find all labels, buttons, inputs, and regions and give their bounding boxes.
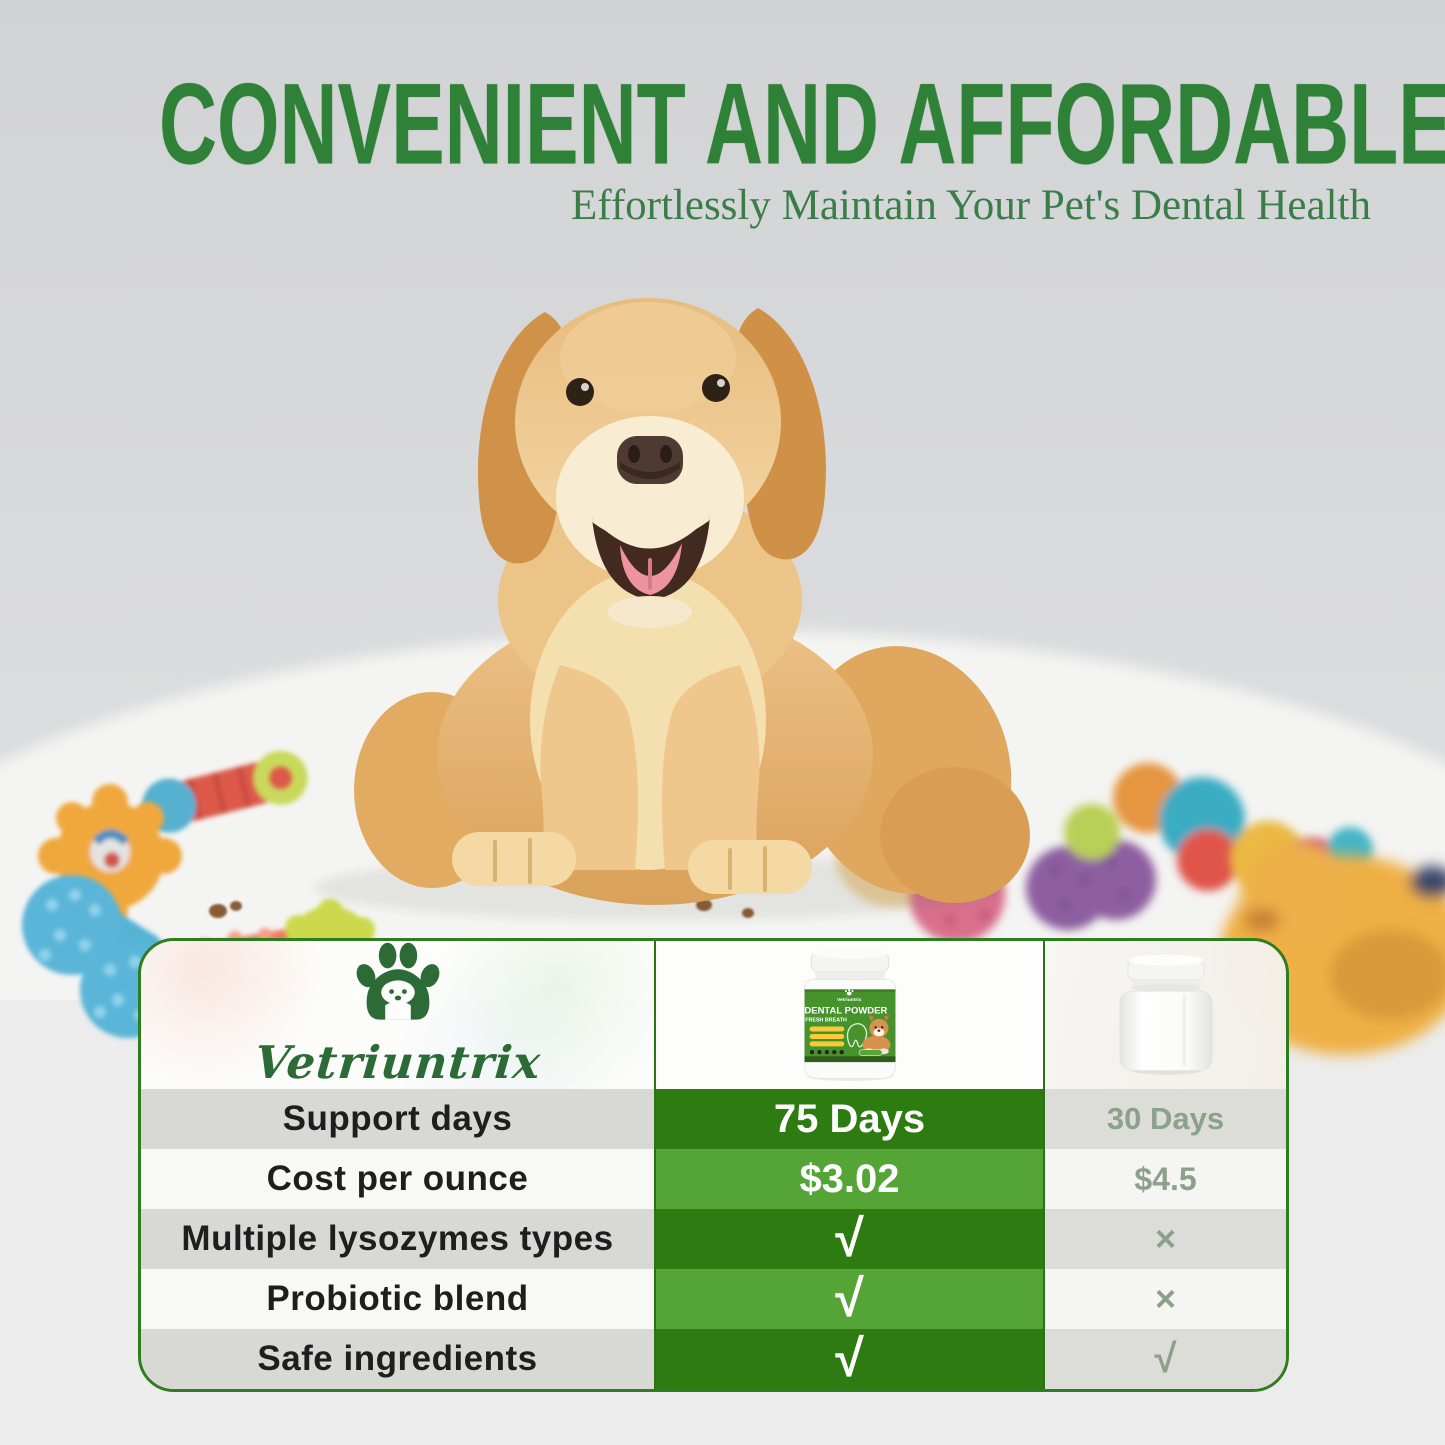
product-header-cell: Vetriuntrix DENTAL POWDER FRESH BREATH (654, 941, 1045, 1089)
brand-header-cell: Vetriuntrix (141, 941, 654, 1089)
product-jar-image: Vetriuntrix DENTAL POWDER FRESH BREATH (803, 947, 896, 1082)
dog-front-leg-right (661, 665, 760, 870)
dog-forehead (560, 302, 736, 414)
our-value: √ (654, 1329, 1045, 1389)
jar-brand-text: Vetriuntrix (836, 997, 861, 1003)
page-title: CONVENIENT AND AFFORDABLE (158, 59, 1445, 189)
check-mark: √ (835, 1270, 864, 1328)
brand-name: Vetriuntrix (252, 1035, 543, 1089)
check-mark: √ (835, 1330, 864, 1388)
row-label: Cost per ounce (141, 1149, 654, 1209)
comparison-table: Vetriuntrix Vetriuntrix DENTAL POWDER FR… (138, 938, 1289, 1392)
toy-ball-red (1177, 829, 1239, 891)
jar-tagline-text: FRESH BREATH (805, 1018, 847, 1024)
jar-feature-icons (809, 1050, 844, 1055)
dog-chin (608, 596, 692, 628)
page-subtitle: Effortlessly Maintain Your Pet's Dental … (571, 182, 1371, 229)
check-mark: √ (1154, 1336, 1177, 1381)
dog-eye-left (566, 378, 594, 406)
our-value: 75 Days (654, 1089, 1045, 1149)
dog-eye-right (702, 374, 730, 402)
competitor-value: $4.5 (1045, 1149, 1286, 1209)
dog-paw-right (688, 840, 812, 894)
cross-mark: × (1154, 1278, 1177, 1319)
paw-logo-icon (356, 942, 439, 1020)
toy-plush-duck (1220, 840, 1445, 1055)
dog-illustration (315, 298, 1030, 920)
competitor-value: × (1045, 1209, 1286, 1269)
row-label: Probiotic blend (141, 1269, 654, 1329)
row-label: Multiple lysozymes types (141, 1209, 654, 1269)
competitor-value: × (1045, 1269, 1286, 1329)
our-value: √ (654, 1209, 1045, 1269)
row-label: Support days (141, 1089, 654, 1149)
dog-paw-left (452, 832, 576, 886)
row-label: Safe ingredients (141, 1329, 654, 1389)
competitor-value: 30 Days (1045, 1089, 1286, 1149)
competitor-value: √ (1045, 1329, 1286, 1389)
toy-gumdrop-lime (1064, 804, 1120, 860)
jar-tooth-icon (846, 1023, 867, 1048)
our-value: √ (654, 1269, 1045, 1329)
competitor-header-cell (1045, 941, 1286, 1089)
dog-front-leg-left (540, 665, 639, 870)
competitor-jar-image (1119, 954, 1212, 1075)
jar-benefit-stripes (809, 1026, 844, 1047)
dog-tongue (620, 543, 682, 595)
cross-mark: × (1154, 1218, 1177, 1259)
jar-title-text: DENTAL POWDER (804, 1005, 887, 1016)
check-mark: √ (835, 1210, 864, 1268)
dog-open-mouth (592, 516, 710, 600)
our-value: $3.02 (654, 1149, 1045, 1209)
